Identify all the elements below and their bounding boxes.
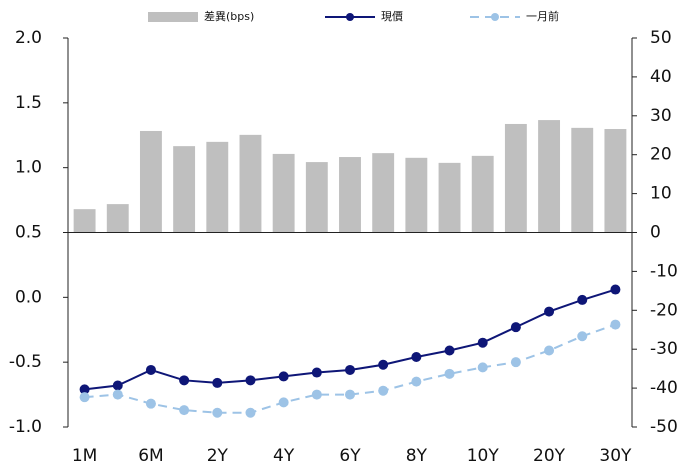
y2-tick-label: 50: [650, 28, 672, 48]
y2-tick-label: -10: [650, 261, 678, 281]
bar: [173, 146, 196, 233]
x-tick-label: 2Y: [207, 446, 229, 463]
point: [278, 371, 289, 382]
y-tick-label: 1.0: [15, 158, 42, 178]
point: [544, 345, 555, 356]
legend-swatch: [491, 13, 499, 21]
y-tick-label: 0.0: [15, 287, 42, 307]
bar: [106, 204, 129, 233]
y-tick-label: 1.5: [15, 93, 42, 113]
point: [245, 375, 256, 386]
y2-tick-label: -30: [650, 339, 678, 359]
bar: [372, 153, 395, 233]
point: [145, 364, 156, 375]
point: [345, 364, 355, 375]
point: [278, 397, 289, 408]
point: [112, 380, 123, 391]
y2-tick-label: -20: [650, 300, 678, 320]
bar: [471, 155, 494, 233]
point: [477, 337, 488, 348]
point: [145, 398, 156, 409]
point: [444, 368, 455, 379]
bar: [504, 123, 527, 233]
point: [510, 357, 521, 368]
point: [577, 331, 588, 342]
bar: [538, 120, 561, 233]
y2-tick-label: 40: [650, 67, 672, 87]
point: [610, 284, 621, 295]
x-tick-label: 10Y: [467, 446, 500, 463]
point: [311, 367, 322, 378]
y2-tick-label: 10: [650, 184, 672, 204]
legend-text: 差異(bps): [204, 9, 254, 23]
bar: [305, 162, 328, 233]
point: [411, 351, 422, 362]
point: [510, 322, 521, 333]
point: [79, 392, 90, 403]
y2-tick-label: -50: [650, 417, 678, 437]
bar: [139, 130, 162, 233]
legend-text: 現價: [381, 9, 403, 23]
y2-tick-label: 20: [650, 145, 672, 165]
point: [577, 294, 588, 305]
x-tick-label: 6Y: [339, 446, 361, 463]
y-tick-label: -1.0: [9, 417, 42, 437]
y2-tick-label: 0: [650, 223, 661, 243]
point: [378, 359, 389, 370]
bar: [206, 141, 229, 233]
point: [411, 376, 422, 387]
y-tick-label: -0.5: [9, 352, 42, 372]
legend-text: 一月前: [526, 9, 559, 23]
bar: [73, 209, 96, 233]
point: [79, 384, 90, 395]
x-tick-label: 1M: [72, 446, 97, 463]
bar: [339, 157, 361, 233]
point: [444, 345, 455, 356]
y2-tick-label: -40: [650, 378, 678, 398]
x-tick-label: 8Y: [406, 446, 428, 463]
y2-tick-label: 30: [650, 106, 672, 126]
point: [544, 306, 555, 317]
x-tick-label: 4Y: [273, 446, 295, 463]
bar: [438, 162, 461, 233]
legend-swatch: [346, 13, 354, 21]
point: [179, 405, 190, 416]
point: [477, 362, 488, 373]
y-tick-label: 2.0: [15, 28, 42, 48]
y-tick-label: 0.5: [15, 223, 42, 243]
bar: [604, 129, 627, 233]
legend-swatch: [148, 12, 198, 22]
point: [610, 319, 621, 330]
point: [378, 385, 389, 396]
bar: [239, 134, 262, 233]
x-tick-label: 30Y: [599, 446, 632, 463]
bar: [405, 157, 428, 233]
point: [179, 375, 190, 386]
point: [212, 407, 223, 418]
point: [345, 389, 355, 400]
bar: [571, 127, 594, 233]
x-tick-label: 6M: [138, 446, 163, 463]
line: [84, 323, 616, 414]
point: [245, 407, 256, 418]
bar: [272, 153, 295, 233]
x-tick-label: 20Y: [533, 446, 566, 463]
point: [112, 389, 123, 400]
point: [212, 377, 223, 388]
point: [311, 389, 322, 400]
